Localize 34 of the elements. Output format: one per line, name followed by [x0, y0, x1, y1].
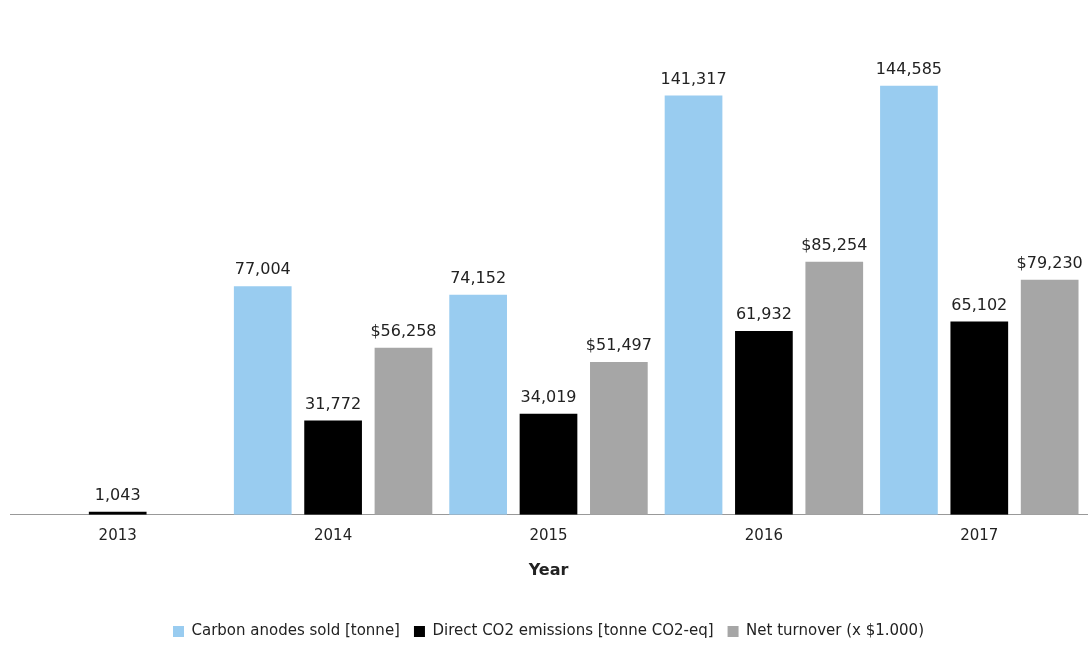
x-tick-label: 2016	[744, 525, 783, 544]
data-label: $56,258	[370, 321, 437, 341]
x-tick-label: 2014	[314, 525, 353, 544]
bar	[805, 261, 864, 515]
data-label: 144,585	[875, 58, 943, 78]
bar	[449, 294, 507, 515]
data-label: 141,317	[660, 68, 727, 88]
x-axis-title: Year	[527, 559, 569, 579]
data-label: $51,497	[585, 335, 652, 355]
data-label: 34,019	[520, 387, 577, 406]
legend-label: Direct CO2 emissions [tonne CO2-eq]	[432, 621, 714, 640]
x-tick-label: 2015	[529, 525, 568, 544]
bar	[950, 321, 1009, 515]
bar	[519, 413, 578, 515]
bar	[664, 95, 723, 515]
data-label: 77,004	[234, 259, 291, 279]
data-label: 1,043	[94, 484, 141, 504]
legend-label: Carbon anodes sold [tonne]	[191, 621, 400, 640]
data-label: $79,230	[1016, 252, 1083, 272]
x-tick-label: 2013	[98, 525, 137, 544]
legend-label: Net turnover (x $1.000)	[746, 621, 925, 640]
x-tick-label: 2017	[960, 525, 999, 544]
bar	[304, 420, 362, 515]
bar	[590, 361, 648, 515]
data-label: 31,772	[305, 393, 362, 413]
bar	[1020, 279, 1079, 515]
bar	[233, 286, 292, 515]
bar	[735, 331, 793, 515]
bar	[374, 347, 433, 515]
bar	[880, 85, 938, 515]
data-label: $85,254	[801, 234, 868, 254]
data-label: 74,152	[450, 267, 507, 287]
data-label: 65,102	[951, 294, 1008, 314]
data-label: 61,932	[735, 304, 792, 324]
